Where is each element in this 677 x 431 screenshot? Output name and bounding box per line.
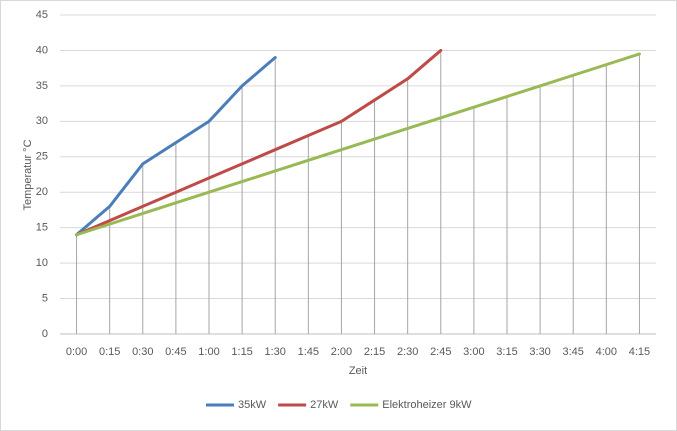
y-tick-label: 10 [36, 257, 48, 269]
x-tick-label: 0:45 [165, 346, 186, 358]
x-tick-label: 0:30 [132, 346, 153, 358]
series-line [75, 56, 277, 237]
x-tick-label: 1:45 [298, 346, 319, 358]
x-tick-label: 1:00 [198, 346, 219, 358]
series-line [75, 48, 443, 237]
x-tick-label: 0:00 [66, 346, 87, 358]
y-tick-label: 30 [36, 115, 48, 127]
y-tick-label: 0 [42, 328, 48, 340]
x-tick-label: 3:45 [563, 346, 584, 358]
x-tick-label: 4:00 [596, 346, 617, 358]
series-line [75, 52, 641, 237]
x-tick-label: 2:30 [397, 346, 418, 358]
legend-label: 35kW [238, 399, 267, 411]
x-tick-label: 1:15 [231, 346, 252, 358]
x-tick-label: 4:15 [629, 346, 650, 358]
x-tick-label: 2:00 [331, 346, 352, 358]
x-tick-label: 0:15 [99, 346, 120, 358]
x-tick-label: 2:15 [364, 346, 385, 358]
x-axis-title: Zeit [349, 365, 367, 377]
y-tick-label: 45 [36, 9, 48, 21]
y-tick-label: 25 [36, 151, 48, 163]
y-tick-label: 40 [36, 44, 48, 56]
y-tick-label: 20 [36, 186, 48, 198]
x-tick-label: 1:30 [265, 346, 286, 358]
legend-label: Elektroheizer 9kW [382, 399, 472, 411]
x-tick-label: 3:00 [463, 346, 484, 358]
y-tick-label: 35 [36, 80, 48, 92]
legend-label: 27kW [310, 399, 339, 411]
y-tick-label: 15 [36, 222, 48, 234]
x-tick-label: 3:15 [496, 346, 517, 358]
y-tick-label: 5 [42, 292, 48, 304]
x-tick-label: 3:30 [529, 346, 550, 358]
x-tick-label: 2:45 [430, 346, 451, 358]
y-axis-title: Temperatur °C [22, 139, 34, 210]
